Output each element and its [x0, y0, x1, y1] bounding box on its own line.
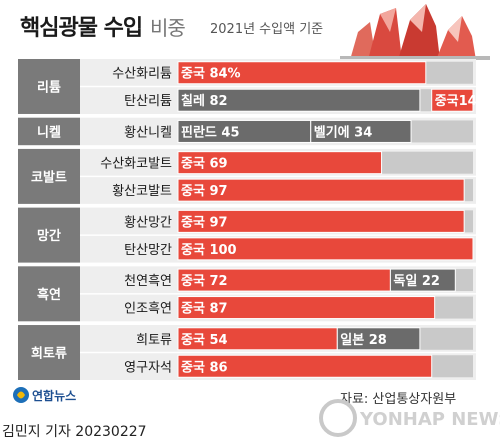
bar-value-label: 핀란드 45: [181, 124, 240, 140]
row-label: 황산망간: [124, 215, 172, 230]
bar-segment: [431, 88, 474, 112]
bar-value-label: 일본 28: [340, 333, 387, 348]
bar-value-label: 중국 97: [181, 184, 228, 199]
group-label: 희토류: [31, 347, 67, 362]
bar-value-label: 독일 22: [393, 274, 440, 289]
row-label: 수산화코발트: [100, 157, 172, 172]
row-label: 황산코발트: [112, 184, 172, 199]
bar-value-label: 중국 86: [181, 360, 228, 375]
row-label: 영구자석: [124, 360, 172, 375]
bar-segment: [177, 296, 436, 320]
row-label: 인조흑연: [124, 302, 172, 317]
group-header-cell: [18, 207, 80, 263]
reporter-credit: 김민지 기자 20230227: [2, 424, 147, 440]
row-label: 탄산리튬: [124, 94, 172, 109]
row-label: 희토류: [136, 333, 172, 348]
page-note: 2021년 수입액 기준: [210, 22, 324, 37]
bar-value-label: 중국 97: [181, 215, 228, 230]
bar-value-label: 중국 87: [181, 302, 228, 317]
bar-value-label: 벨기에 34: [314, 124, 373, 140]
group-label: 코발트: [31, 169, 67, 185]
bar-value-label: 중국14: [435, 94, 477, 109]
logo-text: 연합뉴스: [32, 388, 76, 403]
group-label: 니켈: [37, 125, 61, 140]
bar-segment: [177, 237, 474, 261]
bar-segment: [177, 88, 421, 112]
group-label: 리튬: [37, 79, 61, 95]
group-header-cell: [18, 59, 80, 114]
row-label: 수산화리튬: [112, 67, 172, 82]
group-header-cell: [18, 266, 80, 322]
bar-segment: [389, 268, 456, 292]
page-title-light: 비중: [150, 16, 186, 40]
yonhap-watermark: YONHAP NEWS: [319, 399, 500, 437]
page-title: 핵심광물 수입: [20, 16, 143, 41]
bar-segment: [336, 327, 421, 351]
group-header-cell: [18, 117, 80, 146]
bar-segment: [177, 178, 465, 202]
source-note: 자료: 산업통상자원부: [340, 392, 457, 407]
watermark-text: YONHAP NEWS: [359, 409, 500, 430]
bar-segment: [177, 151, 383, 175]
row-label: 황산니켈: [124, 125, 172, 140]
bar-value-label: 중국 69: [181, 157, 228, 172]
bar-value-label: 중국 54: [181, 333, 228, 348]
bar-segment: [310, 119, 412, 143]
bar-value-label: 중국 72: [181, 274, 228, 289]
group-label: 망간: [37, 228, 61, 244]
yonhap-logo-icon: 연합뉴스: [13, 387, 76, 403]
bar-value-label: 칠레 82: [181, 93, 228, 109]
bar-segment: [177, 61, 427, 85]
row-label: 탄산망간: [124, 243, 172, 258]
group-header-cell: [18, 325, 80, 380]
bar-segment: [177, 209, 465, 233]
bar-value-label: 중국 84%: [181, 67, 241, 82]
bar-segment: [177, 354, 433, 378]
bar-value-label: 중국 100: [181, 243, 237, 258]
row-label: 천연흑연: [124, 274, 172, 289]
group-header-cell: [18, 148, 80, 204]
group-label: 흑연: [37, 287, 61, 303]
